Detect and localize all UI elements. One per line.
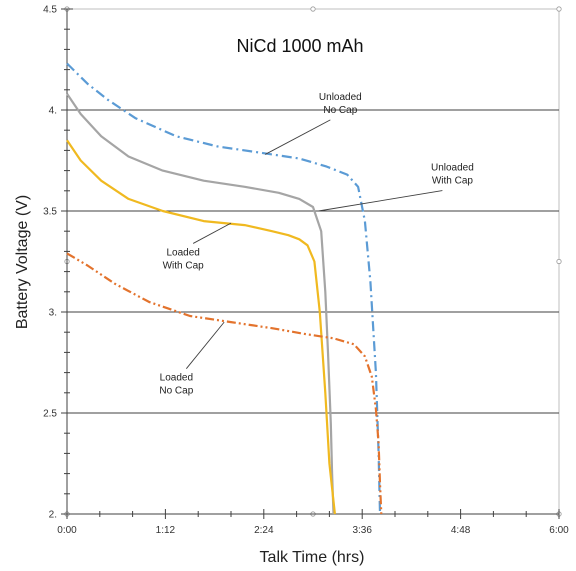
series-line-unloaded-no-cap bbox=[66, 62, 382, 515]
x-axis: 0:00 1:12 2:24 3:36 4:48 6:00 bbox=[57, 509, 569, 536]
plot-frame bbox=[64, 6, 562, 517]
annotation-label: With Cap bbox=[432, 176, 474, 187]
gridlines bbox=[67, 109, 559, 414]
annotation-label: Loaded bbox=[160, 373, 193, 384]
y-tick-label: 2.5 bbox=[43, 409, 57, 420]
y-tick-label: 3. bbox=[49, 308, 57, 319]
series-line-loaded-with-cap bbox=[66, 139, 336, 515]
annotation-label: Unloaded bbox=[319, 92, 362, 103]
x-tick-label: 1:12 bbox=[156, 525, 176, 536]
x-axis-title: Talk Time (hrs) bbox=[260, 549, 365, 566]
x-tick-label: 6:00 bbox=[549, 525, 569, 536]
x-tick-label: 3:36 bbox=[352, 525, 372, 536]
plot-area-border bbox=[66, 8, 560, 515]
annotation-leader bbox=[318, 190, 443, 212]
frame-handle bbox=[310, 6, 316, 12]
annotation-loaded-with-cap: Loaded With Cap bbox=[163, 222, 232, 271]
x-tick-label: 4:48 bbox=[451, 525, 471, 536]
y-axis-title: Battery Voltage (V) bbox=[14, 195, 31, 329]
annotation-layer: Unloaded No Cap Unloaded With Cap Loaded With… bbox=[159, 92, 473, 397]
annotation-unloaded-with-cap: Unloaded With Cap bbox=[318, 163, 474, 212]
annotation-label: No Cap bbox=[323, 105, 357, 116]
y-tick-label: 4.5 bbox=[43, 5, 57, 16]
annotation-leader bbox=[264, 119, 331, 155]
annotation-label: No Cap bbox=[159, 386, 193, 397]
frame-handle bbox=[556, 6, 562, 12]
y-tick-label: 4. bbox=[49, 106, 57, 117]
x-tick-label: 0:00 bbox=[57, 525, 77, 536]
series-line-loaded-no-cap bbox=[66, 252, 383, 515]
annotation-loaded-no-cap: Loaded No Cap bbox=[159, 321, 225, 397]
frame-handle bbox=[556, 258, 562, 265]
annotation-label: Unloaded bbox=[431, 163, 474, 174]
chart-title: NiCd 1000 mAh bbox=[236, 36, 363, 56]
annotation-unloaded-no-cap: Unloaded No Cap bbox=[264, 92, 362, 155]
y-axis: 2. 2.5 3. 3.5 4. 4.5 bbox=[43, 5, 73, 521]
x-tick-label: 2:24 bbox=[254, 525, 274, 536]
annotation-leader bbox=[192, 222, 232, 244]
series-layer bbox=[66, 62, 383, 515]
annotation-leader bbox=[185, 321, 225, 369]
y-tick-label: 3.5 bbox=[43, 207, 57, 218]
annotation-label: Loaded bbox=[166, 247, 199, 258]
series-line-unloaded-with-cap bbox=[66, 93, 335, 515]
y-tick-label: 2. bbox=[49, 510, 57, 521]
annotation-label: With Cap bbox=[163, 260, 205, 271]
